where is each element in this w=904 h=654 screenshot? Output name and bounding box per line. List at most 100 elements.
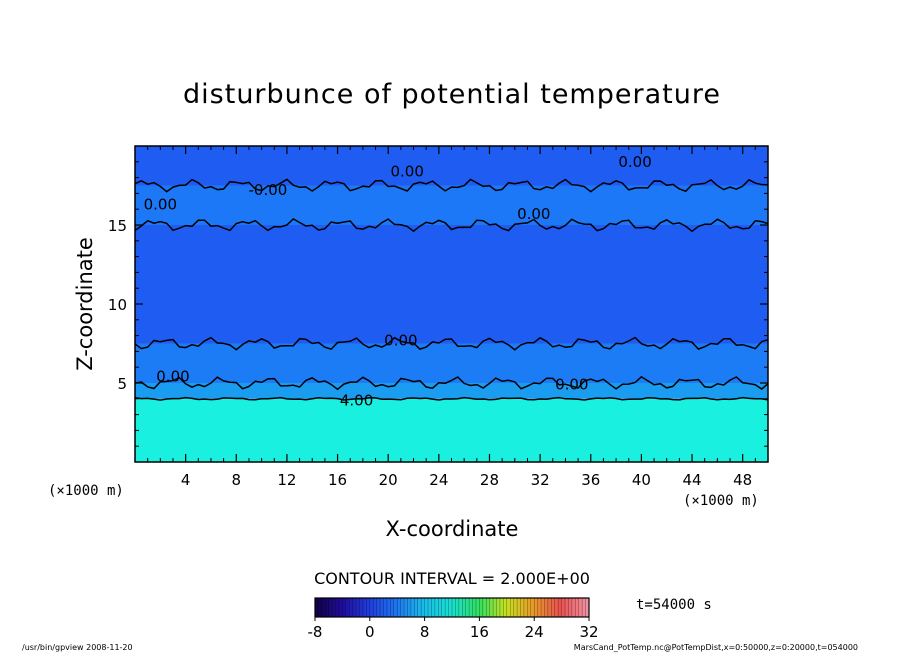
colorbar-cell xyxy=(390,598,395,617)
colorbar-cell xyxy=(506,598,511,617)
colorbar-cell xyxy=(352,598,357,617)
footer-right: MarsCand_PotTemp.nc@PotTempDist,x=0:5000… xyxy=(574,643,858,652)
contour-label-8: 4.00 xyxy=(340,391,373,409)
colorbar-cell xyxy=(366,598,371,617)
footer-left: /usr/bin/gpview 2008-11-20 xyxy=(22,643,133,652)
colorbar-cell xyxy=(551,598,556,617)
y-tick-label: 10 xyxy=(108,296,127,314)
x-tick-label: 16 xyxy=(328,471,347,489)
colorbar-cell xyxy=(438,598,443,617)
colorbar-cell xyxy=(448,598,453,617)
field-layer-3 xyxy=(135,225,768,344)
colorbar-cell xyxy=(561,598,566,617)
colorbar-cell xyxy=(571,598,576,617)
colorbar-cell xyxy=(373,598,377,617)
colorbar-cell xyxy=(455,598,460,617)
colorbar-cell xyxy=(541,598,545,617)
colorbar-cell xyxy=(479,598,484,617)
x-tick-label: 40 xyxy=(632,471,651,489)
colorbar-cell xyxy=(503,598,508,617)
x-tick-label: 28 xyxy=(480,471,499,489)
colorbar-cell xyxy=(369,598,374,617)
colorbar-cell xyxy=(315,598,319,617)
contour-line-5 xyxy=(135,178,768,193)
contour-label-3: 0.00 xyxy=(144,195,177,213)
contour-label-7: 0.00 xyxy=(555,376,588,394)
colorbar-cell xyxy=(472,598,477,617)
colorbar-cell xyxy=(452,598,456,617)
x-tick-label: 20 xyxy=(379,471,398,489)
colorbar-cell xyxy=(380,598,384,617)
x-tick-label: 24 xyxy=(429,471,448,489)
y-tick-label: 15 xyxy=(108,217,127,235)
colorbar-cell xyxy=(328,598,333,617)
colorbar-tick-label: 8 xyxy=(420,623,430,641)
x-unit-right: (×1000 m) xyxy=(683,493,759,509)
x-tick-label: 36 xyxy=(581,471,600,489)
field-layer-4 xyxy=(135,185,768,225)
contour-line-2 xyxy=(135,375,768,391)
colorbar-cell xyxy=(493,598,497,617)
contour-interval: CONTOUR INTERVAL = 2.000E+00 xyxy=(314,569,590,588)
x-tick-label: 44 xyxy=(682,471,701,489)
field-layer-1 xyxy=(135,383,768,399)
x-axis-label: X-coordinate xyxy=(386,517,519,541)
colorbar-cell xyxy=(520,598,525,617)
colorbar-cell xyxy=(342,598,347,617)
colorbar-cell xyxy=(462,598,466,617)
colorbar-cell xyxy=(554,598,559,617)
colorbar-cell xyxy=(397,598,401,617)
colorbar-cell xyxy=(513,598,518,617)
x-tick-label: 32 xyxy=(531,471,550,489)
colorbar-cell xyxy=(434,598,439,617)
colorbar-cell xyxy=(585,598,590,617)
contour-line-4 xyxy=(135,217,768,233)
field-layer-2 xyxy=(135,343,768,383)
colorbar-cell xyxy=(431,598,436,617)
colorbar-cell xyxy=(325,598,329,617)
colorbar-cell xyxy=(465,598,470,617)
colorbar-cell xyxy=(530,598,535,617)
colorbar-cell xyxy=(386,598,391,617)
colorbar-cell xyxy=(349,598,353,617)
colorbar-cell xyxy=(558,598,562,617)
colorbar-cell xyxy=(428,598,432,617)
colorbar-cell xyxy=(359,598,364,617)
colorbar-cell xyxy=(527,598,532,617)
colorbar-ticks: -8 0 8 16 24 32 xyxy=(308,617,599,641)
contour-label-4: 0.00 xyxy=(517,205,550,223)
contour-lines xyxy=(135,178,768,401)
colorbar-cell xyxy=(417,598,422,617)
colorbar-cell xyxy=(383,598,388,617)
contour-labels: -0.00 0.00 0.00 0.00 0.00 0.00 0.00 0.00 4.00 xyxy=(144,153,652,410)
y-tick-label: 5 xyxy=(117,375,127,393)
colorbar-cell xyxy=(578,598,583,617)
colorbar-cell xyxy=(475,598,480,617)
plot-area xyxy=(135,146,768,462)
colorbar-cell xyxy=(510,598,514,617)
field-layer-5 xyxy=(135,146,768,186)
colorbar-cell xyxy=(482,598,487,617)
colorbar-cell xyxy=(445,598,449,617)
colorbar-cell xyxy=(441,598,446,617)
contour-label-0: -0.00 xyxy=(249,181,288,199)
colorbar-cell xyxy=(376,598,381,617)
colorbar-cell xyxy=(345,598,350,617)
colorbar-cell xyxy=(407,598,412,617)
colorbar-cell xyxy=(356,598,360,617)
colorbar-cell xyxy=(424,598,429,617)
colorbar-cell xyxy=(393,598,398,617)
colorbar-tick-label: 24 xyxy=(525,623,544,641)
colorbar-cell xyxy=(458,598,463,617)
colorbar-cell xyxy=(321,598,326,617)
field-layer-0 xyxy=(135,398,768,462)
colorbar-tick-label: 0 xyxy=(365,623,375,641)
colorbar-cell xyxy=(489,598,494,617)
x-tick-label: 4 xyxy=(181,471,191,489)
colorbar-tick-label: 32 xyxy=(579,623,598,641)
colorbar-cell xyxy=(332,598,336,617)
contour-line-3 xyxy=(135,336,768,351)
colorbar-cell xyxy=(582,598,586,617)
colorbar-cell xyxy=(421,598,425,617)
x-tick-label: 12 xyxy=(277,471,296,489)
